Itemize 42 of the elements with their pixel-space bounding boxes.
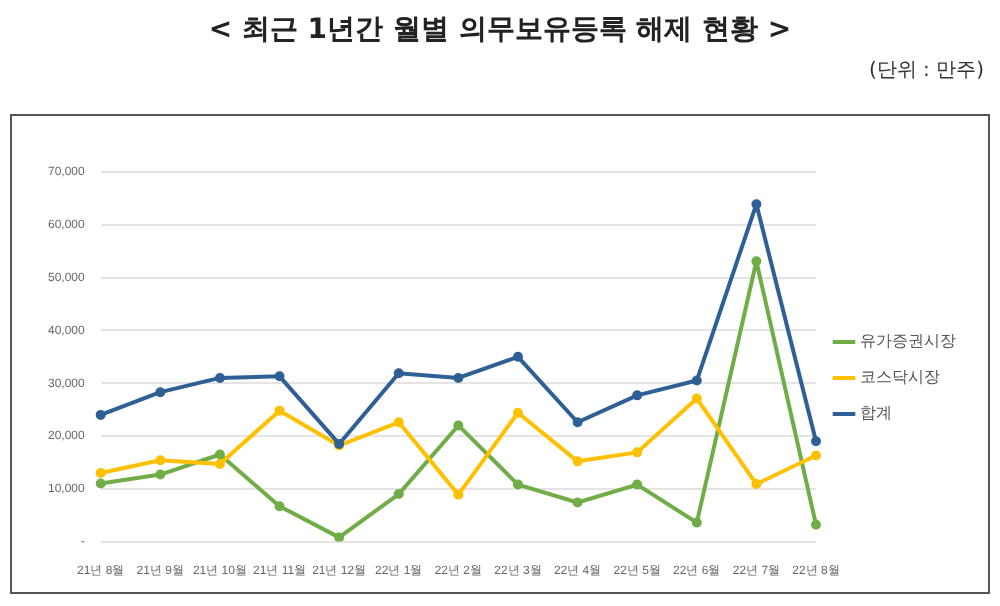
point [274, 405, 285, 416]
point [155, 387, 166, 398]
point [453, 420, 464, 431]
point [691, 393, 702, 404]
point [453, 372, 464, 383]
chart-title: < 최근 1년간 월별 의무보유등록 해제 현황 > [206, 12, 794, 48]
point [274, 501, 285, 512]
point [632, 447, 643, 458]
point [393, 489, 404, 500]
point [274, 371, 285, 382]
point [512, 479, 523, 490]
point [811, 436, 821, 447]
point [95, 467, 106, 478]
point [811, 450, 821, 461]
point [691, 375, 702, 386]
point [214, 372, 225, 383]
point [572, 417, 583, 428]
point [214, 458, 225, 469]
point [155, 455, 166, 466]
point [155, 469, 166, 480]
point [453, 489, 464, 500]
point [691, 517, 702, 528]
legend-label: 합계 [860, 404, 892, 423]
point [512, 351, 523, 362]
point [393, 368, 404, 379]
point [632, 479, 643, 490]
legend-label: 코스닥시장 [860, 368, 940, 387]
point [572, 456, 583, 467]
point [751, 479, 762, 490]
point [632, 390, 643, 401]
point [95, 478, 106, 489]
point [751, 199, 762, 210]
point [393, 417, 404, 428]
point [572, 497, 583, 508]
point [751, 256, 762, 267]
point [512, 407, 523, 418]
point [811, 519, 821, 530]
point [334, 532, 345, 542]
point [214, 449, 225, 460]
text: (단위 : 만주) [868, 58, 984, 84]
legend-label: 유가증권시장 [860, 332, 956, 351]
point [95, 409, 106, 420]
